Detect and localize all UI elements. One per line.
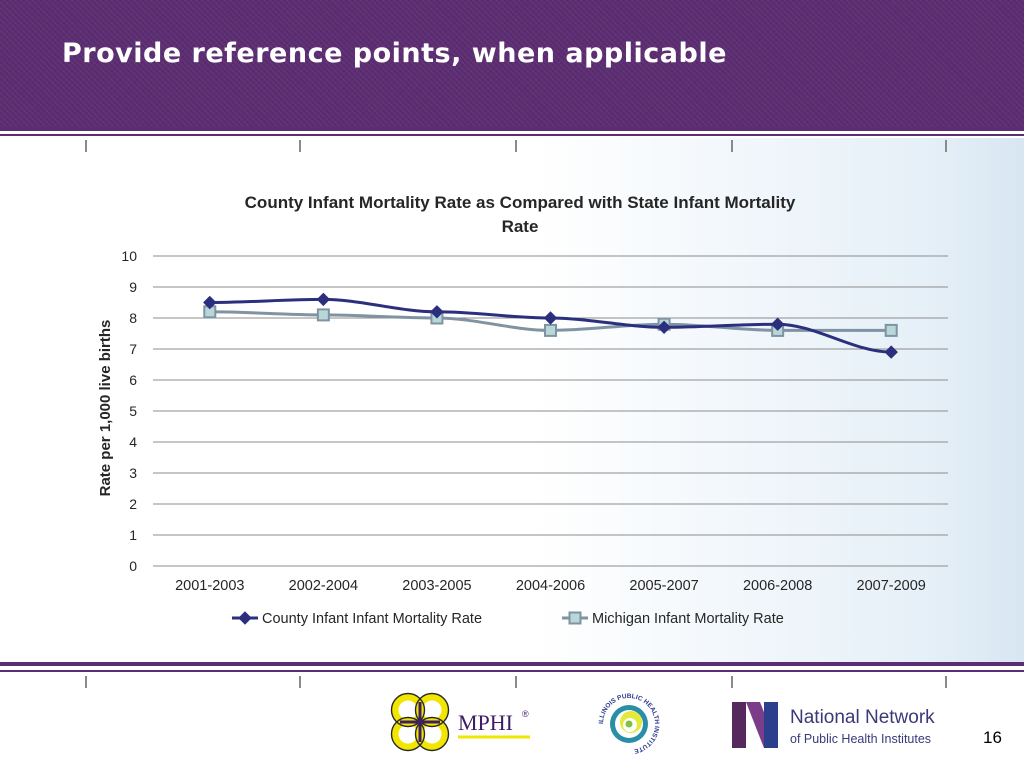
- legend-swatch-marker: [568, 611, 582, 625]
- y-tick-label: 4: [129, 434, 137, 450]
- nnphi-name-line2: of Public Health Institutes: [790, 732, 931, 746]
- y-tick-label: 8: [129, 310, 137, 326]
- divider-tick: [515, 676, 517, 688]
- divider-tick: [731, 140, 733, 152]
- legend-label: Michigan Infant Mortality Rate: [592, 611, 784, 627]
- y-tick-label: 10: [121, 248, 137, 264]
- michigan-data-point: [316, 308, 330, 322]
- y-tick-label: 7: [129, 341, 137, 357]
- y-tick-label: 1: [129, 527, 137, 543]
- mphi-logo: MPHI ®: [390, 692, 530, 752]
- x-tick-label: 2002-2004: [289, 578, 358, 594]
- slide-header: Provide reference points, when applicabl…: [0, 0, 1024, 127]
- county-data-point: [430, 305, 444, 319]
- legend-swatch-marker: [238, 611, 252, 625]
- line-chart: County Infant Mortality Rate as Compared…: [97, 193, 948, 627]
- y-tick-label: 0: [129, 558, 137, 574]
- header-rule-thin: [0, 134, 1024, 136]
- divider-tick: [299, 140, 301, 152]
- county-data-point: [543, 311, 558, 325]
- y-tick-label: 9: [129, 279, 137, 295]
- x-tick-label: 2007-2009: [857, 578, 926, 594]
- page-number: 16: [983, 728, 1002, 747]
- county-data-point: [657, 320, 671, 335]
- divider-tick: [299, 676, 301, 688]
- y-tick-label: 6: [129, 372, 137, 388]
- divider-tick: [515, 140, 517, 152]
- content-background: [0, 138, 1024, 662]
- county-data-point: [203, 295, 217, 310]
- header-rule-thick: [0, 127, 1024, 131]
- chart-title-line2: Rate: [502, 217, 539, 236]
- footer-rule-thin: [0, 670, 1024, 672]
- illinois-public-health-institute-logo: ILLINOIS PUBLIC HEALTH INSTITUTE: [598, 693, 660, 755]
- y-tick-label: 3: [129, 465, 137, 481]
- x-tick-label: 2001-2003: [175, 578, 244, 594]
- divider-tick: [945, 676, 947, 688]
- y-tick-label: 5: [129, 403, 137, 419]
- county-data-point: [884, 345, 898, 359]
- divider-tick: [85, 676, 87, 688]
- x-tick-label: 2006-2008: [743, 578, 812, 594]
- county-data-point: [770, 317, 785, 331]
- nnphi-name-line1: National Network: [790, 707, 935, 728]
- chart-title-line1: County Infant Mortality Rate as Compared…: [245, 193, 796, 212]
- x-tick-label: 2004-2006: [516, 578, 585, 594]
- michigan-data-point: [544, 323, 557, 337]
- legend-label: County Infant Infant Mortality Rate: [262, 611, 482, 627]
- x-tick-label: 2003-2005: [402, 578, 471, 594]
- county-data-point: [316, 292, 331, 307]
- divider-tick: [945, 140, 947, 152]
- footer-rule-thick: [0, 662, 1024, 666]
- divider-tick: [731, 676, 733, 688]
- nnphi-logo: National Network of Public Health Instit…: [732, 702, 935, 748]
- mphi-registered-mark: ®: [522, 709, 529, 719]
- slide-title: Provide reference points, when applicabl…: [62, 38, 727, 69]
- y-tick-label: 2: [129, 496, 137, 512]
- divider-tick: [85, 140, 87, 152]
- x-tick-label: 2005-2007: [629, 578, 698, 594]
- y-axis-label: Rate per 1,000 live births: [97, 320, 114, 497]
- mphi-wordmark: MPHI: [458, 710, 513, 735]
- michigan-data-point: [884, 323, 898, 337]
